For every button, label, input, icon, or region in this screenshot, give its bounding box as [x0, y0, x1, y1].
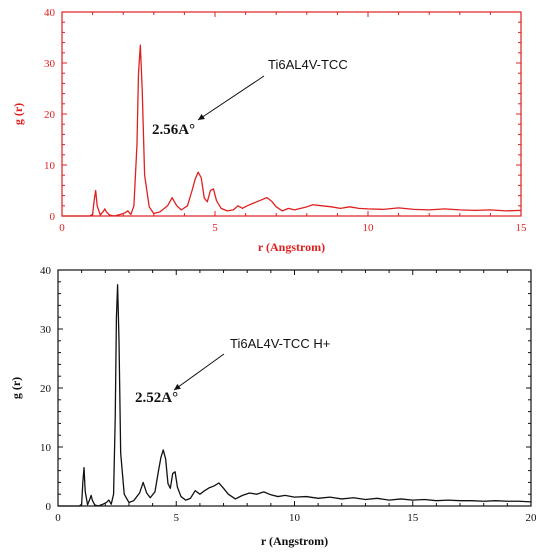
- chart-1-frame: [57, 269, 532, 507]
- chart-0-x-tick-label: 10: [363, 222, 375, 234]
- chart-0-x-tick-label: 0: [59, 222, 65, 234]
- chart-0-arrow-head: [198, 113, 205, 120]
- chart-1-series-line: [58, 284, 532, 507]
- chart-0-marks: [62, 44, 522, 217]
- chart-1-x-axis-label: r (Angstrom): [261, 534, 328, 548]
- chart-1-y-tick-label: 30: [40, 324, 52, 336]
- chart-1-arrow-head: [174, 383, 181, 390]
- chart-0-series-line: [62, 44, 522, 217]
- chart-0-annotation-arrow: [197, 75, 265, 121]
- chart-0-y-tick-label: 10: [44, 160, 56, 172]
- chart-0-peak-label: 2.56A°: [152, 122, 195, 138]
- chart-1-y-tick-label: 40: [40, 265, 52, 277]
- chart-1-annotation: Ti6AL4V-TCC H+: [230, 336, 330, 351]
- chart-1-axes: 0 5 10 15 20 0 10 20 30 40: [40, 265, 537, 524]
- chart-0-x-tick-label: 5: [212, 222, 218, 234]
- chart-0-axes: 0 5 10 15 0 10 20 30 40: [44, 7, 527, 234]
- chart-1-y-tick-label: 0: [46, 501, 52, 513]
- chart-0-annotation: Ti6AL4V-TCC: [268, 57, 348, 72]
- chart-1-y-tick-label: 20: [40, 383, 52, 395]
- chart-1-x-tick-label: 10: [289, 512, 301, 524]
- chart-0-y-tick-label: 30: [44, 58, 56, 70]
- chart-1-peak-label: 2.52A°: [135, 390, 178, 406]
- chart-1-y-axis-label: g (r): [9, 377, 23, 399]
- chart-1-x-tick-label: 0: [55, 512, 61, 524]
- chart-1-x-tick-label: 5: [174, 512, 180, 524]
- chart-0-x-axis-label: r (Angstrom): [258, 240, 325, 254]
- chart-1-marks: [58, 284, 532, 507]
- chart-0-x-tick-label: 15: [516, 222, 528, 234]
- chart-0-y-tick-label: 0: [50, 211, 56, 223]
- chart-1-x-tick-label: 15: [407, 512, 419, 524]
- chart-0-frame: [61, 11, 522, 217]
- chart-ti6al4v-tcc-h: 0 5 10 15 20 0 10 20 30 40 g (r) r (Angstrom) Ti6…: [9, 265, 537, 548]
- chart-0-y-tick-label: 20: [44, 109, 56, 121]
- chart-ti6al4v-tcc: 0 5 10 15 0 10 20 30 40 g (r) r (Angstrom) Ti6AL…: [11, 7, 527, 254]
- chart-1-y-tick-label: 10: [40, 442, 52, 454]
- chart-0-y-axis-label: g (r): [11, 103, 25, 125]
- chart-1-x-tick-label: 20: [526, 512, 538, 524]
- chart-1-annotation-arrow: [173, 353, 225, 391]
- chart-0-y-tick-label: 40: [44, 7, 56, 19]
